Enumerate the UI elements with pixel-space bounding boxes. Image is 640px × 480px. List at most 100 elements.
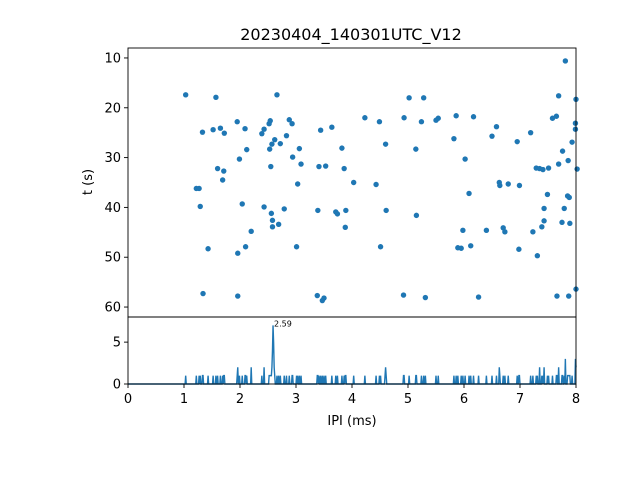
- y-tick-label: 10: [104, 51, 121, 66]
- data-point: [418, 119, 425, 125]
- data-point: [235, 250, 241, 256]
- data-point: [268, 210, 275, 217]
- data-point: [242, 244, 249, 250]
- data-point: [489, 133, 495, 139]
- data-point: [572, 120, 579, 126]
- data-point: [569, 139, 575, 145]
- data-point: [242, 126, 248, 132]
- data-point: [217, 125, 224, 131]
- data-point: [266, 146, 273, 152]
- data-point: [294, 181, 301, 187]
- data-point: [373, 181, 379, 188]
- y-tick-label: 60: [104, 301, 121, 316]
- data-point: [493, 124, 500, 130]
- data-point: [293, 244, 300, 250]
- x-tick-label: 1: [180, 392, 188, 407]
- data-point: [283, 132, 290, 139]
- data-point: [527, 129, 534, 136]
- data-point: [534, 253, 541, 259]
- data-point: [239, 201, 245, 207]
- data-point: [468, 243, 474, 249]
- x-tick-label: 4: [348, 392, 356, 407]
- data-point: [516, 246, 522, 252]
- data-point: [453, 113, 459, 119]
- histogram-x-axis-label: IPI (ms): [327, 414, 376, 429]
- data-point: [200, 290, 206, 297]
- data-point: [502, 229, 508, 235]
- data-point: [214, 165, 221, 172]
- data-point: [298, 161, 304, 167]
- data-point: [553, 113, 560, 119]
- data-point: [316, 163, 322, 170]
- x-tick-label: 6: [460, 392, 468, 407]
- x-tick-label: 8: [572, 392, 580, 407]
- scatter-y-ticks: 10 20 30 40 50 60: [104, 51, 128, 316]
- data-point: [342, 224, 348, 231]
- data-point: [566, 293, 572, 299]
- data-point: [383, 207, 389, 214]
- data-point: [420, 95, 427, 101]
- data-point: [562, 58, 569, 64]
- data-point: [470, 114, 477, 120]
- data-point: [544, 191, 551, 198]
- data-point: [382, 141, 389, 147]
- data-point: [197, 203, 203, 210]
- y-tick-label: 5: [113, 336, 121, 351]
- data-point: [401, 115, 407, 121]
- x-tick-label: 5: [404, 392, 412, 407]
- data-point: [559, 219, 565, 226]
- data-point: [244, 146, 250, 153]
- data-point: [275, 221, 282, 228]
- data-point: [219, 177, 226, 183]
- data-point: [314, 292, 320, 299]
- data-point: [236, 156, 243, 162]
- data-point: [182, 92, 189, 98]
- data-point: [466, 190, 472, 197]
- histogram-x-ticks: 0 1 2 3 4 5 6 7 8: [124, 384, 580, 407]
- scatter-y-axis-label: t (s): [81, 169, 96, 195]
- data-point: [350, 179, 357, 186]
- data-point: [475, 294, 482, 300]
- data-point: [572, 126, 579, 132]
- data-point: [400, 292, 407, 298]
- data-point: [559, 148, 566, 154]
- data-point: [422, 294, 429, 301]
- data-point: [210, 126, 216, 133]
- data-point: [516, 182, 523, 189]
- data-point: [541, 218, 547, 224]
- data-point: [413, 212, 420, 219]
- histogram-y-ticks: 05: [113, 336, 128, 393]
- data-point: [317, 127, 324, 133]
- data-point: [530, 229, 536, 235]
- y-tick-label: 30: [104, 151, 121, 166]
- data-point: [376, 119, 383, 125]
- x-tick-label: 3: [292, 392, 300, 407]
- data-point: [234, 119, 240, 125]
- data-point: [574, 166, 580, 172]
- data-point: [451, 135, 457, 142]
- data-point: [566, 194, 572, 201]
- data-point: [196, 185, 202, 192]
- data-point: [221, 130, 228, 136]
- data-point: [435, 115, 441, 121]
- y-tick-label: 20: [104, 101, 121, 116]
- data-point: [497, 182, 503, 189]
- y-tick-label: 40: [104, 201, 121, 216]
- data-point: [261, 204, 267, 210]
- data-point: [269, 217, 276, 224]
- data-point: [213, 94, 219, 101]
- data-point: [483, 227, 490, 234]
- data-point: [281, 206, 287, 212]
- data-point: [339, 145, 345, 151]
- data-point: [286, 117, 292, 123]
- data-point: [269, 224, 276, 230]
- scatter-panel: 20230404_140301UTC_V12 10 20 30 40 50 60 t (s…: [81, 25, 580, 318]
- data-point: [565, 157, 571, 164]
- x-tick-label: 7: [516, 392, 524, 407]
- data-point: [267, 118, 273, 124]
- data-point: [248, 228, 254, 235]
- data-point: [259, 130, 265, 137]
- data-point: [545, 165, 552, 171]
